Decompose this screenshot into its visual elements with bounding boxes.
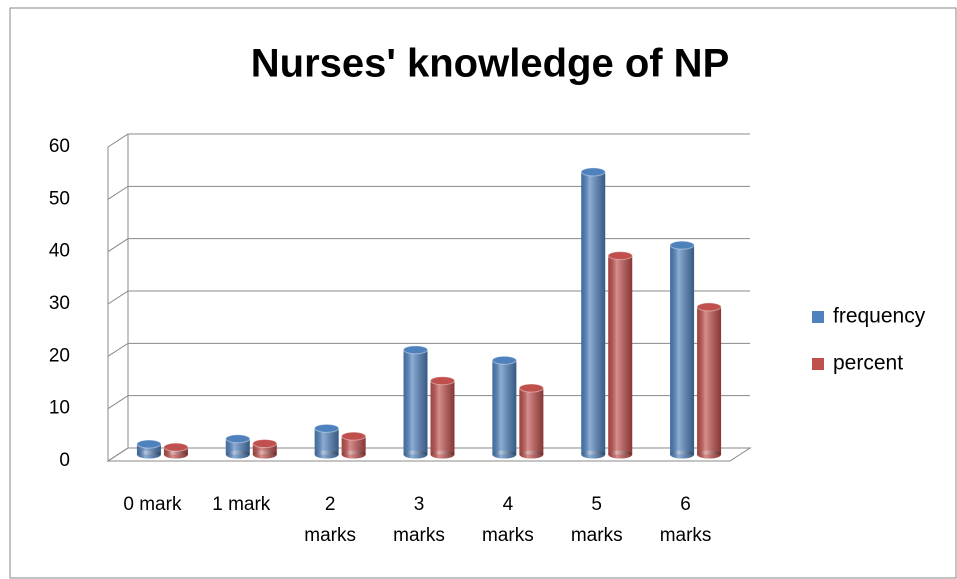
legend-swatch [812, 358, 824, 370]
y-tick-label: 60 [49, 136, 70, 157]
bar-top [225, 434, 251, 444]
bar-bottom-shade [608, 450, 633, 459]
bar-top [491, 355, 517, 365]
bar-top [696, 302, 722, 312]
grid-line [107, 185, 750, 200]
bar [163, 442, 189, 459]
bar [669, 240, 695, 459]
chart-title: Nurses' knowledge of NP [251, 42, 730, 86]
bar-shade [697, 306, 722, 455]
y-tick-label: 30 [49, 293, 70, 314]
bar-bottom-shade [136, 450, 161, 459]
bar-shade [581, 171, 606, 455]
bar [607, 251, 633, 459]
bar [314, 423, 340, 459]
bar-bottom-shade [697, 450, 722, 459]
bar-shade [608, 255, 633, 455]
bar-bottom-shade [252, 450, 277, 459]
x-tick-label-line: 3 [414, 494, 425, 515]
bar-shade [225, 438, 250, 455]
bar-top [403, 345, 428, 355]
x-tick-label: 4 marks [482, 494, 534, 546]
bar [252, 439, 278, 459]
legend-label: frequency [833, 305, 926, 328]
bar-bottom-shade [430, 450, 455, 459]
bar [430, 376, 455, 459]
bar-shade [492, 360, 517, 455]
bar-top [430, 376, 455, 386]
y-tick-label: 40 [49, 241, 70, 262]
bar-shade [519, 388, 544, 455]
bar-shade [136, 444, 161, 455]
bar [225, 434, 251, 459]
bar-bottom-shade [163, 450, 188, 459]
bar [403, 345, 428, 459]
bar-top [607, 251, 633, 261]
bar [136, 439, 162, 459]
bar-top [669, 240, 695, 250]
bar-top [341, 431, 367, 441]
x-tick-label-line: 4 [503, 494, 514, 515]
x-tick-label-line: marks [393, 525, 445, 546]
x-tick-label: 3 marks [393, 494, 445, 546]
bar [341, 431, 367, 459]
x-tick-label-line: marks [304, 525, 356, 546]
y-tick-label: 0 [59, 450, 70, 471]
bar-top [163, 442, 189, 452]
legend-label: percent [833, 352, 903, 375]
bar-bottom-shade [403, 450, 428, 459]
bar [580, 167, 606, 459]
bar-top [314, 423, 340, 433]
bar-top [580, 167, 606, 177]
bar [518, 383, 544, 459]
grid-line [107, 238, 750, 253]
bar-bottom-shade [670, 450, 695, 459]
bar-shade [341, 436, 366, 455]
x-tick-label-line: 6 [680, 494, 691, 515]
bar-top [518, 383, 544, 393]
bar-bottom-shade [519, 450, 544, 459]
bar-shade [314, 428, 339, 455]
x-tick-label: 2 marks [304, 494, 356, 546]
grid-line [107, 290, 750, 305]
bar [491, 355, 517, 459]
x-tick-label-line: marks [482, 525, 534, 546]
x-tick-label: 6 marks [660, 494, 712, 546]
bar-bottom-shade [492, 450, 517, 459]
bar-top [252, 439, 278, 449]
x-tick-label-line: 2 [325, 494, 336, 515]
grid-line [107, 342, 750, 357]
floor [106, 447, 752, 462]
chart-frame [9, 7, 957, 579]
x-tick-label: 5 marks [571, 494, 623, 546]
bar-shade [430, 380, 455, 455]
bar-shade [403, 349, 428, 455]
x-tick-label: 1 mark [212, 494, 271, 515]
bar-bottom-shade [341, 450, 366, 459]
bar [696, 302, 722, 459]
x-tick-label-line: 5 [591, 494, 602, 515]
grid-line [107, 133, 750, 148]
bar-shade [670, 245, 695, 455]
bar-bottom-shade [581, 450, 606, 459]
x-tick-label-line: marks [660, 525, 712, 546]
x-tick-label-line: marks [571, 525, 623, 546]
legend-swatch [812, 311, 824, 323]
x-tick-label: 0 mark [123, 494, 182, 515]
bar-bottom-shade [225, 450, 250, 459]
y-tick-label: 20 [49, 345, 70, 366]
y-tick-label: 50 [49, 188, 70, 209]
bar-bottom-shade [314, 450, 339, 459]
bar-shade [252, 443, 277, 455]
bar-top [136, 439, 162, 449]
y-tick-label: 10 [49, 398, 70, 419]
